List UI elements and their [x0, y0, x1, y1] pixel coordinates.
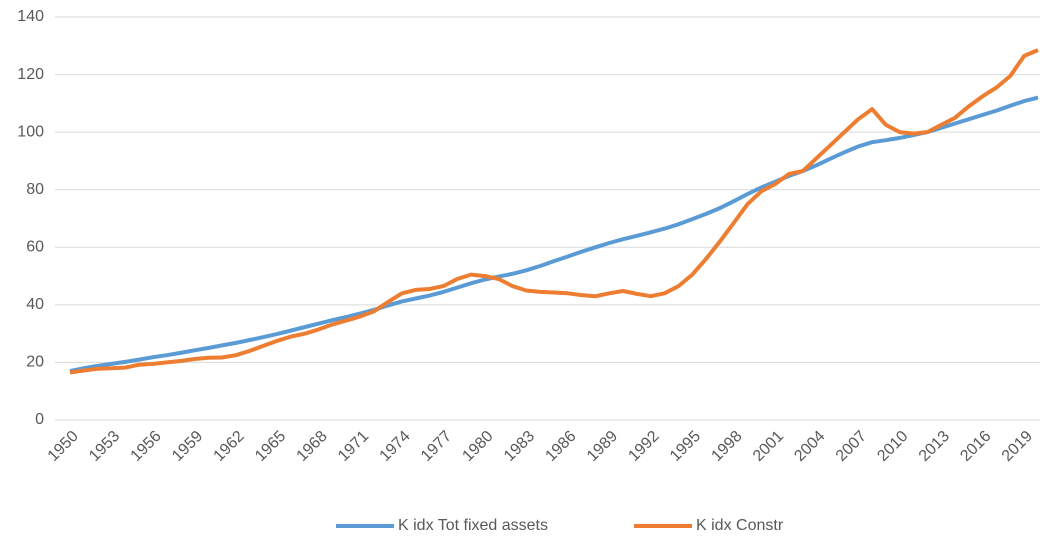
y-tick-label: 60 — [26, 239, 44, 256]
y-tick-label: 100 — [17, 123, 44, 140]
x-tick-label: 2016 — [957, 428, 994, 465]
y-tick-label: 80 — [26, 181, 44, 198]
y-tick-label: 40 — [26, 296, 44, 313]
series-line — [69, 95, 1039, 374]
x-tick-label: 2007 — [833, 428, 870, 465]
x-tick-label: 1992 — [625, 428, 662, 465]
x-tick-label: 1953 — [86, 428, 123, 465]
x-tick-label: 2013 — [916, 428, 953, 465]
x-tick-label: 1950 — [45, 428, 82, 465]
legend-label: K idx Tot fixed assets — [398, 517, 548, 534]
y-tick-label: 140 — [17, 8, 44, 25]
x-tick-label: 1986 — [542, 428, 579, 465]
series-line — [69, 48, 1039, 375]
x-tick-label: 1983 — [501, 428, 538, 465]
x-tick-label: 2004 — [791, 428, 828, 465]
x-tick-label: 1965 — [252, 428, 289, 465]
x-tick-label: 1959 — [169, 428, 206, 465]
x-tick-label: 1971 — [335, 428, 372, 465]
legend-label: K idx Constr — [696, 517, 784, 534]
x-tick-label: 2019 — [999, 428, 1036, 465]
x-tick-label: 1995 — [667, 428, 704, 465]
x-tick-label: 1974 — [377, 428, 414, 465]
x-tick-label: 1968 — [294, 428, 331, 465]
x-tick-label: 1956 — [128, 428, 165, 465]
x-tick-label: 1962 — [211, 428, 248, 465]
x-tick-label: 1980 — [459, 428, 496, 465]
y-tick-label: 0 — [35, 411, 44, 428]
x-tick-label: 1989 — [584, 428, 621, 465]
x-tick-label: 1998 — [708, 428, 745, 465]
x-tick-label: 1977 — [418, 428, 455, 465]
x-tick-label: 2010 — [874, 428, 911, 465]
y-tick-label: 20 — [26, 354, 44, 371]
y-tick-label: 120 — [17, 66, 44, 83]
x-tick-label: 2001 — [750, 428, 787, 465]
